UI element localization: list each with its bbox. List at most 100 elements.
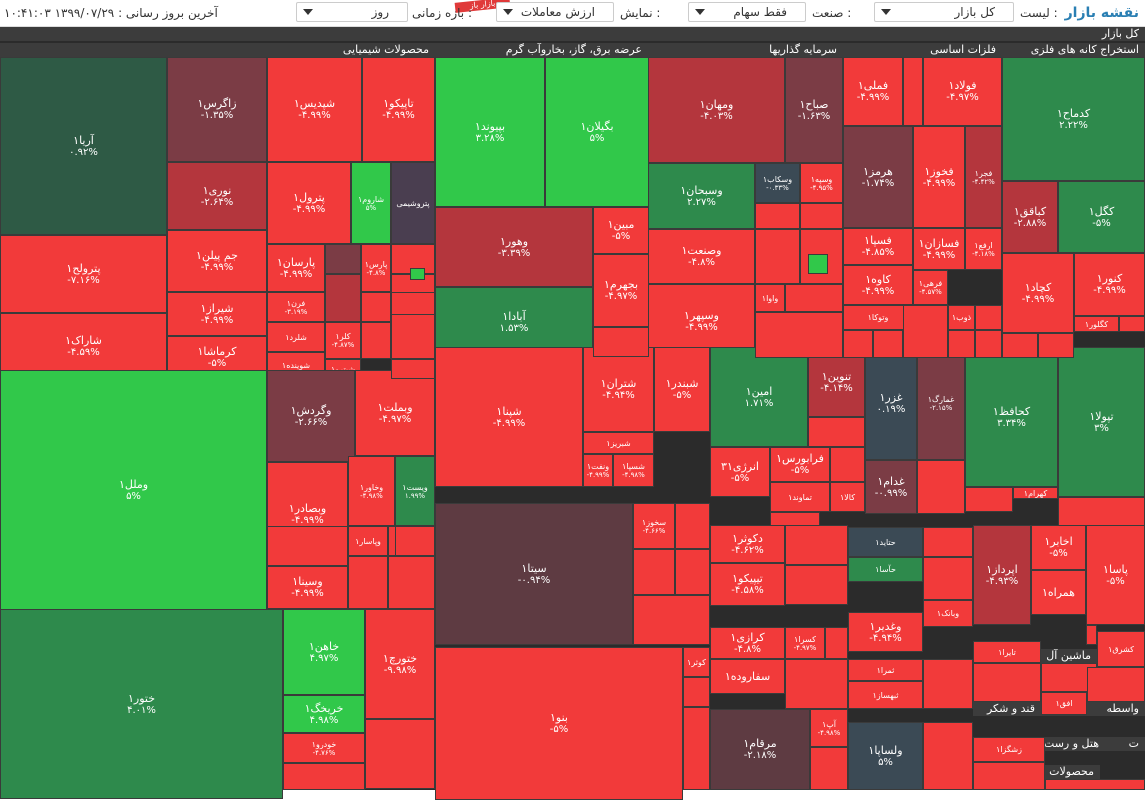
stock-tile[interactable]: غمارگ۱ -۲.۱۵% <box>917 347 965 460</box>
small-stock-tile[interactable] <box>1038 333 1074 358</box>
small-stock-tile[interactable] <box>825 627 848 659</box>
stock-tile[interactable]: ختورچ۱ -۹.۹۸% <box>365 609 435 719</box>
stock-tile[interactable]: امین۱ ۱.۷۱% <box>710 347 808 447</box>
stock-tile[interactable]: حتاید۱ <box>848 527 923 557</box>
stock-tile[interactable]: افق۱ <box>1041 692 1087 715</box>
small-stock-tile[interactable] <box>873 330 903 358</box>
stock-tile[interactable]: واوا۱ <box>755 284 785 312</box>
small-stock-tile[interactable] <box>675 503 710 549</box>
small-stock-tile[interactable] <box>903 305 948 358</box>
small-stock-tile[interactable] <box>365 719 435 789</box>
small-stock-tile[interactable] <box>325 244 361 274</box>
stock-tile[interactable]: شبریز۱ <box>583 432 654 454</box>
stock-tile[interactable]: کدماح۱ ۲.۲۲% <box>1002 57 1145 181</box>
stock-tile[interactable]: کسرا۱ -۴.۹۷% <box>785 627 825 659</box>
small-stock-tile[interactable] <box>843 330 873 358</box>
stock-tile[interactable]: شیراز۱ -۴.۹۹% <box>167 292 267 336</box>
stock-tile[interactable]: غدام۱ -۰.۹۹% <box>865 460 917 514</box>
small-stock-tile[interactable] <box>348 556 388 609</box>
stock-tile[interactable]: وغدیر۱ -۴.۹۴% <box>848 612 923 652</box>
stock-tile[interactable]: تماوند۱ <box>770 482 830 512</box>
stock-tile[interactable]: کباقق۱ -۲.۸۸% <box>1002 181 1058 253</box>
stock-tile[interactable]: وخاور۱ -۴.۹۸% <box>348 456 395 526</box>
small-stock-tile[interactable] <box>391 314 435 359</box>
list-select[interactable]: کل بازار <box>874 2 1014 22</box>
stock-tile[interactable]: اپرداز۱ -۴.۹۳% <box>973 525 1031 625</box>
stock-tile[interactable]: کشرق۱ <box>1097 631 1145 667</box>
small-stock-tile[interactable] <box>361 292 391 322</box>
stock-tile[interactable]: ویست۱ ۱.۹۹% <box>395 456 435 526</box>
small-stock-tile[interactable] <box>683 677 710 707</box>
stock-tile[interactable]: ومهان۱ -۴.۰۳% <box>648 57 785 163</box>
small-stock-tile[interactable] <box>770 512 820 526</box>
display-select[interactable]: ارزش معاملات <box>496 2 614 22</box>
industry-select[interactable]: فقط سهام <box>688 2 806 22</box>
stock-tile[interactable]: پارس۱ -۴.۸% <box>361 244 391 292</box>
small-stock-tile[interactable] <box>903 57 923 126</box>
stock-tile[interactable]: خریخگ۱ ۴.۹۸% <box>283 695 365 733</box>
stock-tile[interactable]: تپولا۱ ۳% <box>1058 347 1145 497</box>
stock-tile[interactable]: دکوثر۱ -۴.۶۲% <box>710 525 785 563</box>
small-stock-tile[interactable] <box>800 203 843 229</box>
small-stock-tile[interactable] <box>1086 625 1097 645</box>
stock-tile[interactable]: کلر۱ -۴.۸۷% <box>325 322 361 359</box>
stock-tile[interactable]: بگیلان۱ ۵% <box>545 57 649 207</box>
small-stock-tile[interactable] <box>785 565 848 605</box>
stock-tile[interactable]: شپنا۱ -۴.۹۹% <box>435 347 583 487</box>
stock-tile[interactable]: بپیوند۱ ۳.۲۸% <box>435 57 545 207</box>
stock-tile[interactable]: آریا۱ ۰.۹۲% <box>0 57 167 235</box>
stock-tile[interactable]: پارسان۱ -۴.۹۹% <box>267 244 325 292</box>
stock-tile[interactable]: وسپهر۱ -۴.۹۹% <box>648 284 755 358</box>
stock-tile[interactable]: کچاد۱ -۴.۹۹% <box>1002 253 1074 333</box>
stock-tile[interactable]: مبین۱ -۵% <box>593 207 649 254</box>
small-stock-tile[interactable] <box>683 707 710 790</box>
sector-header-metal[interactable]: فلزات اساسی <box>843 43 1002 57</box>
stock-tile[interactable]: وسپه۱ -۴.۹۵% <box>800 163 843 203</box>
sector-header-ct[interactable]: ت <box>1105 737 1145 751</box>
stock-tile[interactable]: ارفع۱ -۴.۱۸% <box>965 228 1002 270</box>
stock-tile[interactable]: فملی۱ -۴.۹۹% <box>843 57 903 126</box>
stock-tile[interactable]: شاراک۱ -۴.۵۹% <box>0 313 167 379</box>
small-stock-tile[interactable] <box>267 526 348 566</box>
stock-tile[interactable]: کگلور۱ <box>1074 316 1119 332</box>
stock-tile[interactable]: کرازی۱ -۴.۸% <box>710 627 785 659</box>
stock-tile[interactable]: ختور۱ ۴.۰۱% <box>0 609 283 799</box>
stock-tile[interactable]: وگردش۱ -۲.۶۶% <box>267 370 355 462</box>
stock-tile[interactable]: پترول۱ -۴.۹۹% <box>267 162 351 244</box>
stock-tile[interactable]: صباح۱ -۱.۶۳% <box>785 57 843 163</box>
stock-tile[interactable]: ولساپا۱ ۵% <box>848 722 923 790</box>
stock-tile[interactable]: وسکاب۱ -۰.۳۳% <box>755 163 800 203</box>
small-stock-tile[interactable] <box>923 659 973 709</box>
period-select[interactable]: روز <box>296 2 408 22</box>
small-stock-tile[interactable] <box>755 312 843 358</box>
stock-tile[interactable]: وملل۱ ۵% <box>0 370 267 611</box>
stock-tile[interactable]: خودرو۱ -۴.۷۶% <box>283 733 365 763</box>
stock-tile[interactable]: فولاد۱ -۴.۹۷% <box>923 57 1002 126</box>
sector-header-chem[interactable]: محصولات شیمیایی <box>0 43 435 57</box>
small-stock-tile[interactable] <box>388 556 435 609</box>
small-stock-tile[interactable] <box>965 487 1013 512</box>
small-stock-tile[interactable] <box>1119 316 1145 332</box>
stock-tile[interactable]: سیتا۱ -۰.۹۴% <box>435 503 633 645</box>
sector-header-sugar[interactable]: قند و شکر <box>973 702 1041 716</box>
small-stock-tile[interactable] <box>1002 333 1038 358</box>
stock-tile[interactable]: فرن۱ -۳.۱۹% <box>267 292 325 322</box>
small-stock-tile[interactable] <box>785 659 848 709</box>
stock-tile[interactable]: حآسا۱ <box>848 557 923 582</box>
stock-tile[interactable]: غزر۱ ۰.۱۹% <box>865 347 917 460</box>
small-stock-tile[interactable] <box>1058 497 1145 526</box>
stock-tile[interactable]: وبملت۱ -۴.۹۷% <box>355 370 435 456</box>
sector-header-wasete[interactable]: واسطه <box>1087 702 1145 716</box>
small-stock-tile[interactable] <box>675 549 710 595</box>
small-stock-tile[interactable] <box>923 557 973 600</box>
small-stock-tile[interactable] <box>633 549 675 595</box>
small-stock-tile[interactable] <box>283 763 365 790</box>
stock-tile[interactable]: فرهی۱ -۴.۵۷% <box>913 270 948 305</box>
stock-tile[interactable]: تیپیکو۱ -۴.۵۸% <box>710 563 785 606</box>
stock-tile[interactable]: کوثر۱ <box>683 647 710 677</box>
stock-tile[interactable]: شپدیس۱ -۴.۹۹% <box>267 57 362 162</box>
small-stock-tile[interactable] <box>755 203 800 229</box>
sector-header-hotel[interactable]: هتل و رست <box>1045 737 1105 751</box>
small-stock-tile[interactable] <box>975 330 1002 358</box>
stock-tile[interactable]: فرابورس۱ -۵% <box>770 447 830 482</box>
